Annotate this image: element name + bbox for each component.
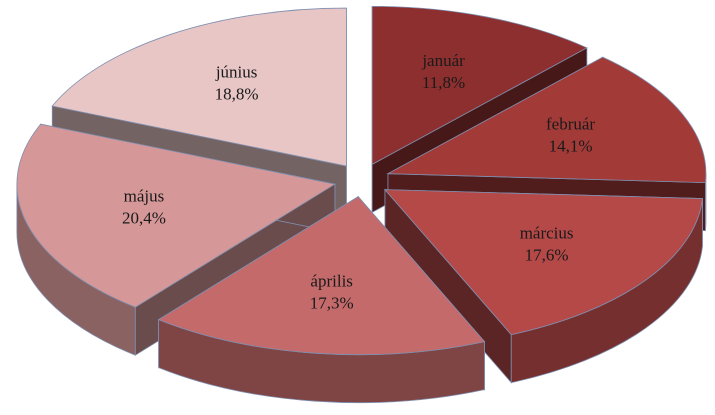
slice-top [16,123,336,308]
slice-top [51,7,347,167]
slice-top [371,5,588,166]
slice-top [384,189,703,336]
value-label: 20,4% [122,208,166,227]
category-label: május [124,186,165,205]
value-label: 17,3% [310,294,354,313]
slice: március 17,6% [384,188,703,384]
slice: május 20,4% [16,123,336,356]
value-label: 18,8% [215,85,259,104]
slice-top [157,196,486,356]
value-label: 17,6% [525,246,569,265]
category-label: február [546,115,595,134]
value-label: 14,1% [549,137,593,156]
category-label: január [421,51,465,70]
value-label: 11,8% [422,73,465,92]
slice: április 17,3% [157,195,486,404]
category-label: március [520,224,574,243]
category-label: június [215,63,258,82]
slice-top [386,56,707,184]
category-label: április [310,272,353,291]
